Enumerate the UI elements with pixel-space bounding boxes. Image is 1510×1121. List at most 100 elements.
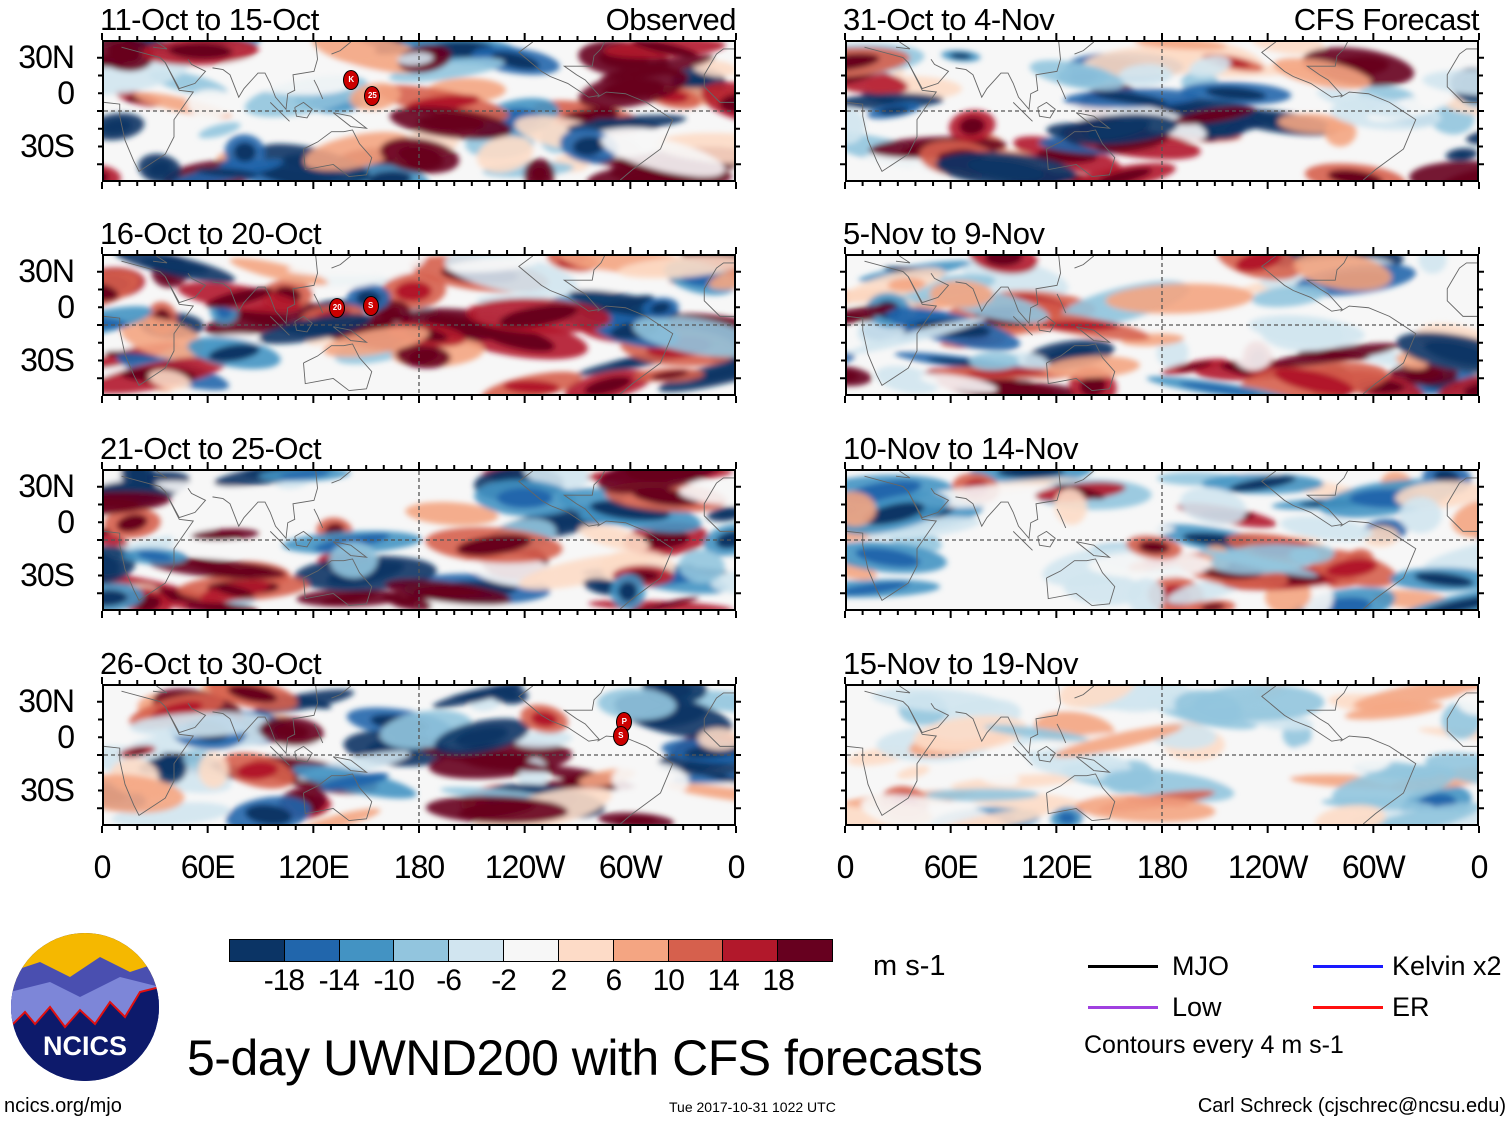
legend-line-kelvin [1313,965,1383,968]
uwnd-map-panel [845,40,1479,182]
legend-line-er [1313,1006,1383,1009]
lat-label: 30N [18,468,75,504]
lon-label: 60E [923,849,979,885]
lat-label: 30N [18,253,75,289]
observed-label: Observed [605,2,737,37]
uwnd-map-panel [102,469,736,611]
tropical-cyclone-marker: 20 [329,298,346,319]
legend-label-er: ER [1392,992,1430,1022]
lon-label: 120E [277,849,350,885]
tropical-cyclone-marker: 25 [364,86,381,107]
lon-label: 120E [1020,849,1093,885]
uwnd-map-panel [845,684,1479,826]
lon-label: 120W [484,849,566,885]
footer-site-link[interactable]: ncics.org/mjo [4,1095,122,1117]
panel-title: 5-Nov to 9-Nov [843,216,1045,251]
colorbar-swatch [230,940,285,961]
panel-title: 16-Oct to 20-Oct [100,216,322,251]
uwnd-map-panel [845,469,1479,611]
axis-ticks [840,33,1484,189]
lat-label: 30S [20,342,75,378]
colorbar-tick-label: -2 [491,964,517,997]
colorbar-tick-label: -18 [263,964,305,997]
uwnd-map-panel [102,254,736,396]
footer-timestamp: Tue 2017-10-31 1022 UTC [669,1099,836,1115]
coastlines [104,686,734,824]
axis-ticks [97,677,741,833]
wind-anomaly-field [104,471,734,609]
lat-label: 30S [20,557,75,593]
lon-label: 0 [1470,849,1489,885]
colorbar-tick-label: 18 [762,964,794,997]
lon-label: 60E [180,849,236,885]
wind-anomaly-field [104,686,734,824]
lon-label: 0 [836,849,855,885]
colorbar-tick-label: 14 [707,964,739,997]
tropical-cyclone-marker: S [612,726,629,747]
legend-label-kelvin: Kelvin x2 [1392,951,1502,981]
lat-label: 0 [57,289,75,325]
contour-note: Contours every 4 m s-1 [1084,1031,1344,1059]
panel-title: 31-Oct to 4-Nov [843,2,1055,37]
colorbar-swatch [778,940,832,961]
svg-text:NCICS: NCICS [43,1031,127,1061]
legend-line-mjo [1088,965,1158,968]
footer-author: Carl Schreck (cjschrec@ncsu.edu) [1197,1095,1506,1117]
lon-label: 180 [1136,849,1188,885]
tropical-cyclone-marker: S [362,296,379,317]
tropical-cyclone-marker: K [343,70,360,91]
panel-title: 10-Nov to 14-Nov [843,431,1078,466]
panel-title: 11-Oct to 15-Oct [100,2,319,37]
lon-label: 120W [1227,849,1309,885]
colorbar-swatch [449,940,505,961]
lon-label: 0 [727,849,746,885]
lat-label: 0 [57,504,75,540]
uwnd-map-panel [845,254,1479,396]
colorbar-swatch [394,940,450,961]
lon-label: 60W [1341,849,1406,885]
coastlines [847,471,1477,609]
legend-label-low: Low [1172,992,1222,1022]
wind-anomaly-field [104,42,734,180]
colorbar-swatch [668,940,724,961]
axis-ticks [840,247,1484,403]
colorbar-swatch [723,940,779,961]
colorbar-tick-label: -10 [373,964,415,997]
lat-label: 30N [18,39,75,75]
lon-label: 60W [598,849,663,885]
wind-anomaly-field [847,471,1477,609]
axis-ticks [97,247,741,403]
colorbar-tick-label: -14 [318,964,360,997]
lon-label: 0 [93,849,112,885]
wind-anomaly-field [847,686,1477,824]
legend-label-mjo: MJO [1172,951,1229,981]
colorbar-swatch [339,940,395,961]
wind-anomaly-field [847,256,1477,394]
lat-label: 0 [57,719,75,755]
uwnd-map-panel [102,40,736,182]
coastlines [104,471,734,609]
coastlines [104,256,734,394]
colorbar-swatch [284,940,340,961]
axis-ticks [840,462,1484,618]
forecast-label: CFS Forecast [1293,2,1480,37]
colorbar [229,939,833,962]
coastlines [104,42,734,180]
axis-ticks [97,33,741,189]
panel-title: 15-Nov to 19-Nov [843,646,1078,681]
wind-anomaly-field [104,256,734,394]
colorbar-swatch [558,940,614,961]
lat-label: 0 [57,75,75,111]
colorbar-units: m s-1 [873,950,946,982]
colorbar-swatch [504,940,559,961]
ncics-logo: NCICS [11,933,159,1081]
colorbar-swatch [613,940,669,961]
coastlines [847,256,1477,394]
lat-label: 30S [20,772,75,808]
axis-ticks [840,677,1484,833]
colorbar-tick-label: 6 [605,964,623,997]
figure-title: 5-day UWND200 with CFS forecasts [187,1030,983,1086]
colorbar-tick-label: 2 [550,964,568,997]
lat-label: 30N [18,683,75,719]
uwnd-map-panel [102,684,736,826]
